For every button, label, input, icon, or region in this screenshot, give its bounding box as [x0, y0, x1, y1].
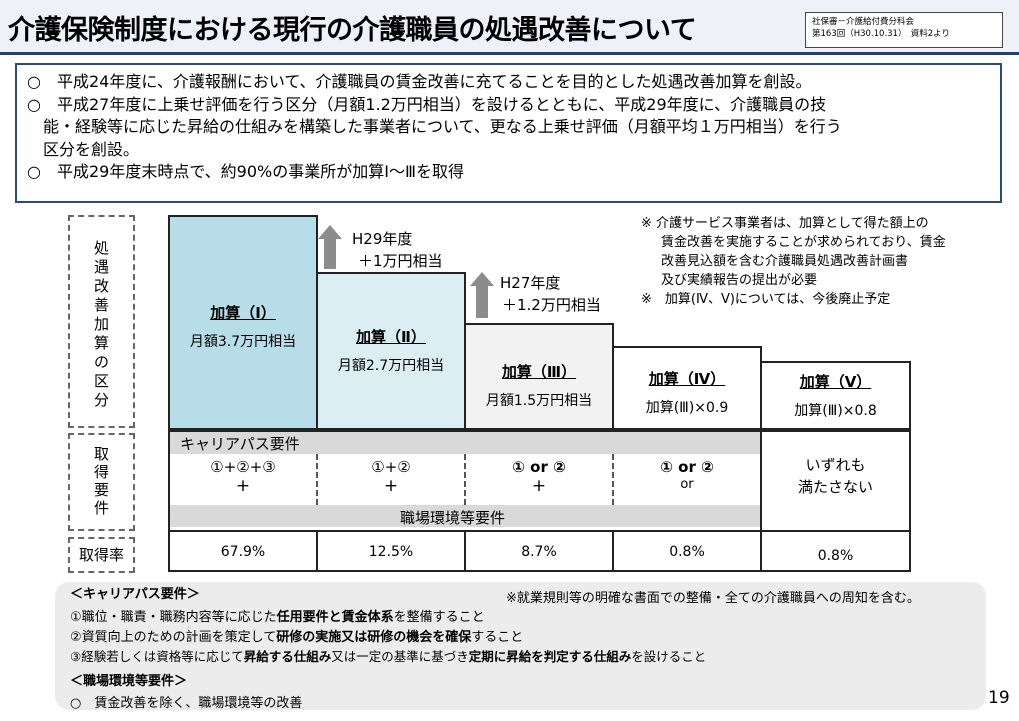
tier-2-req: ①+② +	[318, 458, 464, 496]
rate-sep-1	[316, 532, 318, 572]
tier-5-req-line-2: 満たさない	[797, 478, 873, 496]
career-item-3-e: を設けること	[631, 649, 707, 664]
rate-sep-2	[464, 532, 466, 572]
h27-arrow-icon	[470, 272, 494, 318]
rate-label-box: 取得率	[68, 537, 135, 573]
summary-line-2: ○ 平成27年度に上乗せ評価を行う区分（月額1.2万円相当）を設けるとともに、平…	[27, 94, 827, 114]
tier-4-box: 加算（Ⅳ） 加算(Ⅲ)×0.9	[612, 346, 762, 430]
summary-line-3: 能・経験等に応じた昇給の仕組みを構築した事業者について、更なる上乗せ評価（月額平…	[43, 117, 842, 136]
workplace-band: 職場環境等要件	[170, 505, 760, 527]
tier-3-req-text: ① or ②	[512, 458, 566, 476]
h29-label: H29年度 ＋1万円相当	[352, 228, 443, 272]
tier-2-plus: +	[383, 476, 399, 496]
summary-line-1: ○ 平成24年度に、介護報酬において、介護職員の賃金改善に充てることを目的とした…	[27, 72, 812, 91]
tier-4-name: 加算（Ⅳ）	[648, 370, 726, 388]
h27-amount: ＋1.2万円相当	[502, 296, 601, 314]
career-item-3-d: 定期に昇給を判定する仕組み	[468, 649, 632, 664]
h29-year: H29年度	[352, 230, 413, 248]
tier-3-box: 加算（Ⅲ） 月額1.5万円相当	[464, 323, 614, 430]
sep-4	[760, 432, 762, 530]
note-1-line-2: 賃金改善を実施することが求められており、賃金	[661, 235, 946, 250]
career-item-3-a: ③経験若しくは資格等に応じて	[70, 649, 244, 664]
tier-2-req-text: ①+②	[371, 458, 411, 476]
career-item-2-c: すること	[471, 630, 524, 645]
tier-2-box: 加算（Ⅱ） 月額2.7万円相当	[316, 272, 466, 430]
career-item-1-c: を整備すること	[393, 610, 485, 625]
tier-1-req-text: ①+②+③	[210, 458, 276, 476]
env-heading: ＜職場環境等要件＞	[70, 674, 188, 689]
note-1-line-4: 及び実績報告の提出が必要	[661, 273, 818, 288]
tier-5-rate: 0.8%	[817, 548, 854, 564]
tier-3-plus: +	[531, 476, 547, 496]
tier-4-req: ① or ② or	[614, 458, 760, 494]
note-2: ※ 加算(Ⅳ、Ⅴ)については、今後廃止予定	[641, 292, 891, 307]
sep-2	[464, 454, 466, 505]
notes: ※ 介護サービス事業者は、加算として得た額上の 賃金改善を実施することが求められ…	[641, 214, 946, 309]
tier-5-name: 加算（Ⅴ）	[799, 373, 872, 391]
h27-label: H27年度 ＋1.2万円相当	[500, 272, 601, 316]
tier-5-box: 加算（Ⅴ） 加算(Ⅲ)×0.8	[760, 361, 911, 430]
category-label-box: 処遇改善加算の区分	[68, 215, 135, 428]
summary-line-4: 区分を創設。	[43, 139, 140, 159]
career-heading: ＜キャリアパス要件＞	[70, 587, 200, 602]
title-underline	[0, 52, 1019, 55]
career-band-label: キャリアパス要件	[180, 435, 300, 453]
tier-1-rate: 67.9%	[220, 544, 266, 560]
career-item-3: ③経験若しくは資格等に応じて昇給する仕組み又は一定の基準に基づき定期に昇給を判定…	[70, 646, 706, 665]
tier-3-desc: 月額1.5万円相当	[485, 393, 593, 409]
h29-arrow-icon	[318, 225, 342, 269]
career-item-2: ②資質向上のための計画を策定して研修の実施又は研修の機会を確保すること	[70, 626, 523, 645]
page-title: 介護保険制度における現行の介護職員の処遇改善について	[8, 15, 697, 46]
rate-row	[168, 532, 911, 572]
tier-4-desc: 加算(Ⅲ)×0.9	[645, 400, 729, 416]
page-number: 19	[988, 688, 1010, 708]
rate-sep-3	[612, 532, 614, 572]
summary-box: ○ 平成24年度に、介護報酬において、介護職員の賃金改善に充てることを目的とした…	[15, 63, 1002, 203]
summary-line-5: ○ 平成29年度末時点で、約90%の事業所が加算Ⅰ～Ⅲを取得	[27, 162, 464, 181]
tier-4-rate: 0.8%	[669, 544, 705, 560]
tier-4-or: or	[680, 477, 694, 492]
sep-1	[316, 454, 318, 505]
env-item: ○ 賃金改善を除く、職場環境等の改善	[70, 696, 303, 711]
requirement-label-box: 取得要件	[68, 433, 135, 531]
tier-1-desc: 月額3.7万円相当	[189, 334, 297, 350]
career-item-2-b: 研修の実施又は研修の機会を確保	[276, 630, 472, 645]
career-item-3-b: 昇給する仕組み	[243, 649, 332, 664]
category-label: 処遇改善加算の区分	[93, 239, 109, 409]
requirements-detail-panel	[55, 582, 986, 710]
tier-3-name: 加算（Ⅲ）	[501, 363, 577, 381]
career-item-1-b: 任用要件と賃金体系	[276, 610, 394, 625]
tier-1-box: 加算（Ⅰ） 月額3.7万円相当	[168, 215, 318, 430]
tier-1-plus: +	[235, 476, 251, 496]
career-item-1-a: ①職位・職責・職務内容等に応じた	[70, 610, 277, 625]
tier-4-req-text: ① or ②	[660, 458, 714, 476]
tier-3-rate: 8.7%	[521, 544, 557, 560]
career-item-3-c: 又は一定の基準に基づき	[331, 649, 469, 664]
h29-amount: ＋1万円相当	[358, 252, 443, 270]
requirement-label: 取得要件	[93, 445, 109, 517]
tier-5-req-line-1: いずれも	[805, 456, 866, 474]
tier-1-req: ①+②+③ +	[170, 458, 316, 496]
career-item-1: ①職位・職責・職務内容等に応じた任用要件と賃金体系を整備すること	[70, 606, 485, 625]
sep-3	[612, 454, 614, 505]
tier-5-req: いずれも 満たさない	[762, 454, 909, 498]
note-1-line-3: 改善見込額を含む介護職員処遇改善計画書	[661, 254, 909, 269]
tier-1-name: 加算（Ⅰ）	[210, 304, 276, 322]
career-footnote: ※就業規則等の明確な書面での整備・全ての介護職員への周知を含む。	[506, 591, 920, 606]
tier-2-name: 加算（Ⅱ）	[356, 328, 426, 346]
tier-2-desc: 月額2.7万円相当	[337, 358, 445, 374]
tier-2-rate: 12.5%	[368, 544, 414, 560]
source-line-2: 第163回（H30.10.31） 資料2より	[812, 29, 950, 39]
tier-3-req: ① or ② +	[466, 458, 612, 496]
tier-5-desc: 加算(Ⅲ)×0.8	[794, 403, 877, 419]
career-item-2-a: ②資質向上のための計画を策定して	[70, 630, 277, 645]
rate-label: 取得率	[78, 546, 124, 564]
note-1-line-1: ※ 介護サービス事業者は、加算として得た額上の	[641, 216, 929, 231]
workplace-band-label: 職場環境等要件	[400, 509, 506, 527]
career-band: キャリアパス要件	[170, 432, 760, 454]
h27-year: H27年度	[500, 274, 561, 292]
rate-sep-4	[760, 532, 762, 572]
source-line-1: 社保審－介護給付費分科会	[812, 17, 915, 27]
source-box: 社保審－介護給付費分科会 第163回（H30.10.31） 資料2より	[805, 12, 1003, 48]
